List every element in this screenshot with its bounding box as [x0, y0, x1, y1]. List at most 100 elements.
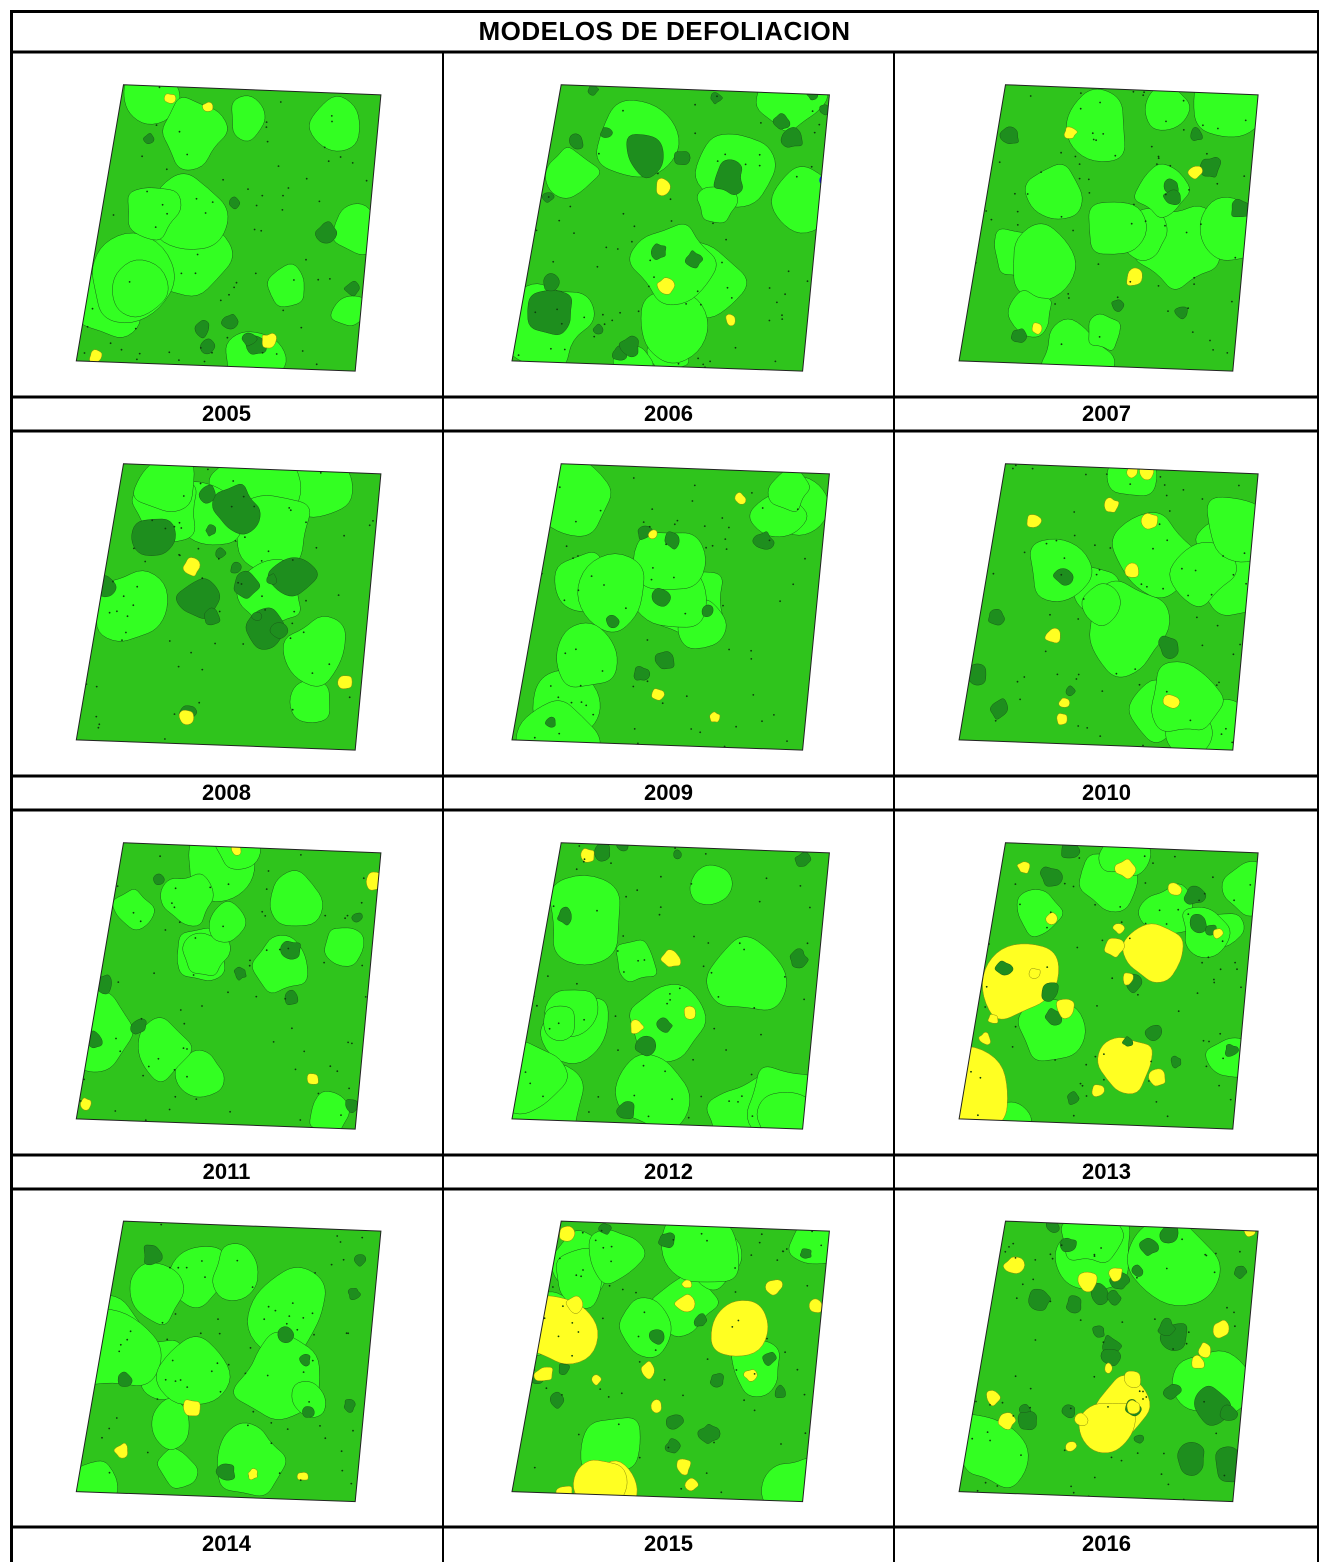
sample-point — [190, 651, 193, 654]
sample-point — [254, 272, 257, 275]
sample-point — [1163, 1452, 1165, 1455]
sample-point — [758, 164, 761, 167]
sample-point — [1128, 937, 1131, 940]
sample-point — [692, 1058, 694, 1061]
sample-point — [248, 964, 251, 967]
sample-point — [1034, 1259, 1037, 1261]
sample-point — [678, 987, 681, 990]
sample-point — [1008, 1246, 1010, 1248]
sample-point — [263, 1318, 266, 1321]
sample-point — [543, 1317, 546, 1320]
sample-point — [1177, 908, 1180, 911]
yellow-spot — [1044, 627, 1061, 644]
sample-point — [558, 219, 561, 222]
map-outline — [958, 463, 1259, 751]
sample-point — [707, 942, 710, 944]
sample-point — [1012, 1415, 1015, 1417]
sample-point — [174, 887, 177, 890]
sample-point — [1202, 1039, 1205, 1042]
sample-point — [776, 301, 778, 304]
sample-point — [1234, 1325, 1236, 1328]
sample-point — [1239, 1250, 1241, 1253]
sample-point — [144, 1119, 147, 1122]
sample-point — [101, 1436, 103, 1439]
sample-point — [159, 855, 162, 858]
dark-green-spot — [618, 335, 639, 358]
sample-point — [1099, 101, 1101, 104]
sample-point — [1209, 339, 1211, 342]
sample-point — [174, 1380, 177, 1382]
dark-green-spot — [1053, 568, 1074, 586]
sample-point — [625, 895, 627, 898]
sample-point — [288, 1315, 291, 1317]
sample-point — [1031, 467, 1034, 470]
sample-point — [558, 732, 561, 735]
sample-point — [1016, 680, 1019, 683]
sample-point — [1231, 300, 1233, 303]
sample-point — [209, 886, 212, 889]
sample-point — [287, 947, 290, 950]
sample-point — [227, 883, 230, 886]
sample-point — [813, 131, 816, 134]
light-green-zone — [689, 864, 733, 905]
contour-layers — [512, 842, 818, 1130]
light-green-zone — [706, 936, 787, 1011]
sample-point — [222, 925, 225, 928]
sample-point — [173, 525, 176, 528]
yellow-spot — [725, 313, 736, 327]
map-outline — [75, 84, 382, 372]
sample-point — [311, 1312, 314, 1315]
yellow-spot — [1167, 882, 1182, 896]
dark-green-spot — [616, 1101, 635, 1119]
sample-point — [1120, 921, 1123, 924]
sample-point — [140, 1017, 143, 1020]
sample-point — [144, 560, 147, 563]
sample-point — [1085, 1095, 1088, 1097]
sample-point — [168, 1108, 171, 1111]
sample-point — [1014, 1025, 1017, 1028]
sample-point — [1095, 573, 1098, 576]
sample-point — [1234, 256, 1237, 259]
sample-point — [593, 335, 596, 338]
sample-point — [108, 1471, 111, 1474]
sample-point — [592, 713, 595, 716]
sample-point — [204, 1276, 206, 1278]
sample-point — [252, 1410, 255, 1413]
sample-point — [1152, 862, 1154, 864]
sample-point — [1096, 1005, 1098, 1007]
sample-point — [109, 342, 112, 345]
sample-point — [1072, 1114, 1075, 1117]
sample-point — [282, 309, 285, 312]
defoliation-map-2010 — [958, 463, 1259, 751]
sample-point — [277, 165, 280, 167]
sample-point — [267, 870, 270, 872]
sample-point — [985, 985, 988, 988]
sample-point — [631, 240, 633, 243]
sample-point — [557, 1022, 560, 1025]
sample-point — [583, 1018, 585, 1021]
sample-point — [804, 1432, 807, 1435]
sample-point — [690, 883, 693, 885]
sample-point — [210, 1370, 213, 1373]
sample-point — [1166, 539, 1169, 542]
sample-point — [278, 1472, 281, 1475]
sample-point — [286, 1428, 289, 1430]
dark-green-spot — [780, 127, 803, 148]
yellow-spot — [1139, 463, 1154, 481]
sample-point — [971, 1437, 974, 1440]
sample-point — [1165, 690, 1168, 693]
sample-point — [573, 232, 575, 235]
sample-point — [809, 906, 811, 909]
yellow-spot — [1028, 968, 1041, 979]
sample-point — [160, 1223, 163, 1226]
dark-green-spot — [545, 716, 556, 728]
dark-green-zone — [212, 483, 261, 535]
sample-point — [229, 1110, 232, 1113]
sample-point — [157, 1057, 160, 1060]
sample-point — [619, 311, 621, 314]
sample-point — [1213, 981, 1216, 984]
yellow-spot — [306, 1073, 319, 1085]
sample-point — [663, 1378, 666, 1381]
sample-point — [1049, 613, 1051, 616]
dark-green-spot — [1163, 1384, 1182, 1400]
